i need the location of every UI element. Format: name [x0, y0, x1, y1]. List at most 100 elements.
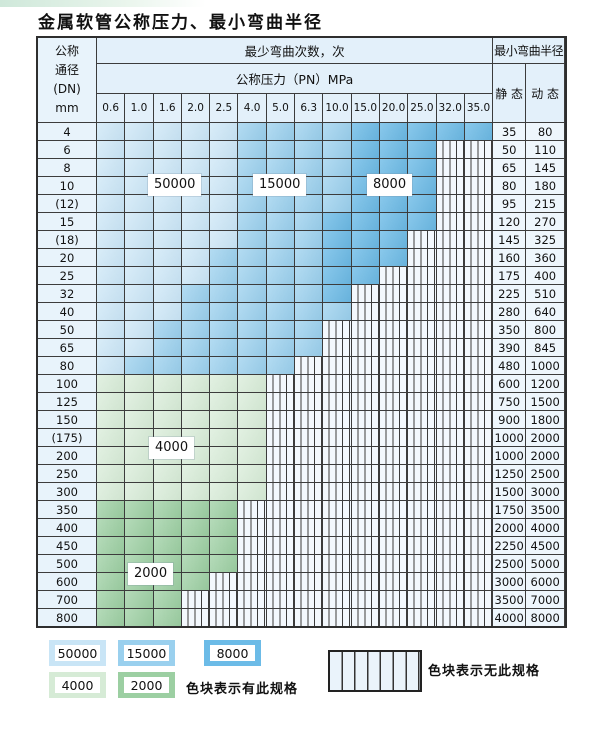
spec-cell — [125, 249, 153, 266]
corner-line-2: 通径 — [54, 63, 79, 77]
no-spec-cell — [464, 303, 493, 320]
no-spec-cell — [464, 321, 493, 338]
no-spec-cell — [351, 537, 379, 554]
spec-cell — [210, 267, 238, 284]
spec-cell — [210, 411, 238, 428]
header-min-bend-radius: 最小弯曲半径 — [493, 38, 565, 63]
no-spec-cell — [351, 357, 379, 374]
spec-cell — [323, 141, 351, 158]
legend-has-spec-text: 色块表示有此规格 — [186, 682, 299, 697]
dn-cell: 700 — [38, 591, 96, 608]
static-value-cell: 480 — [493, 357, 526, 374]
static-value-cell: 280 — [493, 303, 526, 320]
spec-cell — [351, 141, 379, 158]
legend-swatch-50000: 50000 — [49, 640, 106, 666]
no-spec-cell — [295, 555, 323, 572]
pressure-tick: 2.0 — [181, 94, 210, 122]
no-spec-cell — [379, 303, 408, 320]
spec-cell — [97, 321, 125, 338]
spec-cell — [295, 303, 323, 320]
no-spec-cell — [408, 339, 436, 356]
spec-cell — [97, 429, 125, 446]
no-spec-cell — [351, 339, 379, 356]
no-spec-cell — [266, 609, 295, 626]
dn-cell: 150 — [38, 411, 96, 428]
no-spec-cell — [379, 429, 408, 446]
no-spec-cell — [323, 465, 351, 482]
spec-cell — [238, 447, 266, 464]
no-spec-cell — [436, 285, 464, 302]
spec-cell — [266, 339, 295, 356]
pressure-tick: 20.0 — [379, 94, 408, 122]
dn-cell: 250 — [38, 465, 96, 482]
spec-cell — [238, 339, 266, 356]
dn-cell: 20 — [38, 249, 96, 266]
no-spec-cell — [408, 411, 436, 428]
spec-cell — [181, 231, 210, 248]
region-label-8000: 8000 — [367, 174, 413, 196]
no-spec-cell — [323, 591, 351, 608]
dn-cell: 80 — [38, 357, 96, 374]
header-dynamic: 动 态 — [526, 64, 565, 122]
corner-line-1: 公称 — [54, 44, 79, 58]
spec-cell — [181, 123, 210, 140]
spec-cell — [351, 159, 379, 176]
spec-cell — [238, 429, 266, 446]
no-spec-cell — [238, 573, 266, 590]
spec-cell — [97, 357, 125, 374]
spec-cell — [210, 159, 238, 176]
dn-cell: 125 — [38, 393, 96, 410]
pressure-tick: 35.0 — [464, 94, 493, 122]
spec-cell — [238, 465, 266, 482]
spec-cell — [97, 447, 125, 464]
spec-cell — [210, 501, 238, 518]
dynamic-value-cell: 845 — [526, 339, 565, 356]
spec-cell — [153, 159, 181, 176]
no-spec-cell — [464, 573, 493, 590]
static-value-cell: 350 — [493, 321, 526, 338]
spec-cell — [210, 285, 238, 302]
dynamic-value-cell: 325 — [526, 231, 565, 248]
spec-cell — [210, 393, 238, 410]
pressure-tick: 4.0 — [238, 94, 266, 122]
spec-cell — [125, 123, 153, 140]
spec-cell — [125, 447, 153, 464]
spec-cell — [323, 249, 351, 266]
no-spec-cell — [464, 213, 493, 230]
no-spec-cell — [295, 411, 323, 428]
spec-cell — [295, 195, 323, 212]
no-spec-cell — [436, 231, 464, 248]
spec-cell — [153, 501, 181, 518]
no-spec-cell — [323, 555, 351, 572]
no-spec-cell — [464, 357, 493, 374]
pressure-tick: 5.0 — [266, 94, 295, 122]
spec-cell — [97, 609, 125, 626]
spec-cell — [125, 537, 153, 554]
no-spec-cell — [408, 447, 436, 464]
spec-cell — [408, 141, 436, 158]
spec-cell — [125, 321, 153, 338]
spec-cell — [153, 609, 181, 626]
spec-cell — [323, 159, 351, 176]
spec-cell — [181, 267, 210, 284]
spec-cell — [295, 213, 323, 230]
no-spec-cell — [379, 591, 408, 608]
spec-cell — [125, 177, 153, 194]
no-spec-cell — [408, 609, 436, 626]
no-spec-cell — [351, 375, 379, 392]
dynamic-value-cell: 145 — [526, 159, 565, 176]
no-spec-cell — [436, 519, 464, 536]
spec-cell — [408, 195, 436, 212]
spec-cell — [379, 231, 408, 248]
static-value-cell: 95 — [493, 195, 526, 212]
dynamic-value-cell: 80 — [526, 123, 565, 140]
no-spec-cell — [351, 411, 379, 428]
spec-cell — [238, 141, 266, 158]
spec-cell — [238, 231, 266, 248]
no-spec-cell — [266, 375, 295, 392]
static-value-cell: 145 — [493, 231, 526, 248]
region-label-2000: 2000 — [128, 563, 174, 585]
no-spec-cell — [464, 519, 493, 536]
spec-cell — [181, 375, 210, 392]
spec-cell — [97, 213, 125, 230]
